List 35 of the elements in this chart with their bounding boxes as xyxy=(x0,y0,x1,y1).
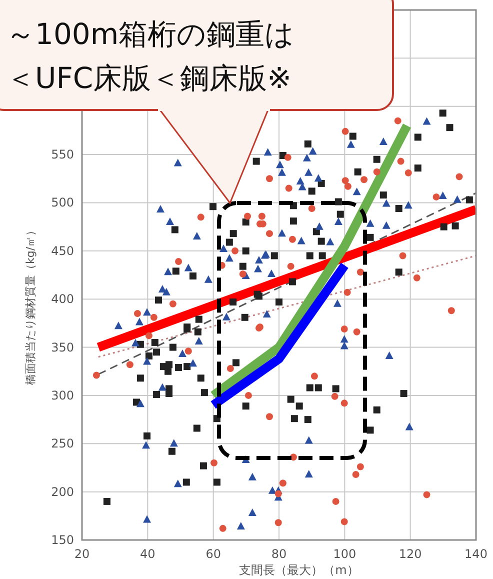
point xyxy=(456,173,463,180)
point xyxy=(340,518,348,526)
x-tick-label: 100 xyxy=(333,547,356,561)
point xyxy=(219,524,226,532)
point xyxy=(352,470,360,478)
y-tick-label: 250 xyxy=(51,436,74,451)
y-axis-title: 橋面積当たり鋼材質量（kg/㎡） xyxy=(24,224,37,386)
point xyxy=(432,193,440,200)
point xyxy=(126,361,134,368)
y-tick-label: 350 xyxy=(51,340,74,354)
y-tick-label: 500 xyxy=(51,196,74,210)
point xyxy=(356,463,364,470)
x-axis-title: 支間長（最大）（m） xyxy=(239,563,359,577)
annotation: ＜UFC床版＜鋼床版※ xyxy=(6,61,292,95)
x-tick-label: 40 xyxy=(140,547,156,561)
point xyxy=(423,491,430,498)
x-tick-label: 80 xyxy=(271,547,287,561)
point xyxy=(274,519,282,526)
x-tick-label: 20 xyxy=(74,547,90,561)
annotation: ～100m箱桁の鋼重は xyxy=(6,17,295,51)
point xyxy=(279,480,286,487)
point xyxy=(274,490,282,498)
y-tick-label: 550 xyxy=(51,148,74,162)
x-tick-label: 60 xyxy=(206,547,221,561)
y-tick-label: 200 xyxy=(51,484,74,499)
y-tick-label: 150 xyxy=(51,533,74,547)
point xyxy=(210,459,218,466)
point xyxy=(92,372,100,379)
y-tick-label: 300 xyxy=(51,388,74,402)
point xyxy=(332,498,340,505)
y-tick-label: 400 xyxy=(51,292,74,306)
x-tick-label: 140 xyxy=(464,547,488,561)
x-tick-label: 120 xyxy=(398,547,422,561)
point xyxy=(266,413,273,420)
y-tick-label: 450 xyxy=(51,244,74,258)
